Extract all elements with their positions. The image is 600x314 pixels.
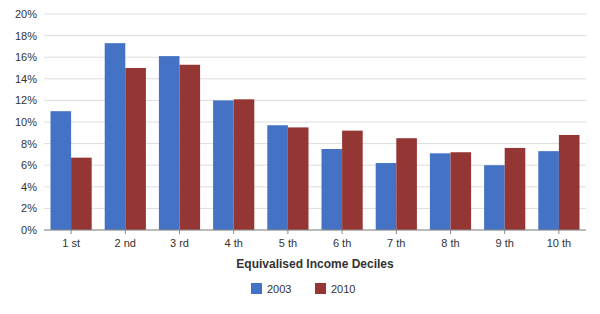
y-tick-label: 0% xyxy=(21,224,37,236)
bars xyxy=(51,43,580,230)
y-tick-label: 8% xyxy=(21,138,37,150)
y-tick-label: 12% xyxy=(15,94,37,106)
bar xyxy=(105,43,126,230)
x-tick xyxy=(342,230,343,234)
y-tick-label: 18% xyxy=(15,30,37,42)
legend-swatch xyxy=(251,283,262,294)
y-tick-label: 4% xyxy=(21,181,37,193)
x-tick-label: 5 th xyxy=(279,237,297,249)
legend-label: 2003 xyxy=(267,283,291,295)
x-tick-label: 10 th xyxy=(547,237,571,249)
x-tick xyxy=(396,230,397,234)
y-axis: 0% 2% 4% 6% 8% 10% 12% 14% 16% 18% 20% xyxy=(15,8,37,236)
bar xyxy=(159,56,180,230)
x-tick-label: 4 th xyxy=(225,237,243,249)
y-tick-label: 16% xyxy=(15,51,37,63)
bar xyxy=(322,149,343,230)
legend-swatch xyxy=(315,283,326,294)
y-tick-label: 6% xyxy=(21,159,37,171)
legend-label: 2010 xyxy=(331,283,355,295)
bar xyxy=(484,165,505,230)
y-tick-label: 10% xyxy=(15,116,37,128)
x-tick-label: 1 st xyxy=(62,237,80,249)
chart-container: 0% 2% 4% 6% 8% 10% 12% 14% 16% 18% 20% 1 st 2 nd 3 rd… xyxy=(0,0,600,314)
y-grid xyxy=(44,14,586,230)
x-axis: 1 st 2 nd 3 rd 4 th 5 th 6 th 7 th 8 th 9 th 10 t… xyxy=(44,230,586,249)
grid-line xyxy=(44,35,586,36)
bar xyxy=(288,127,309,230)
x-tick xyxy=(179,230,180,234)
bar xyxy=(213,100,234,230)
x-tick xyxy=(125,230,126,234)
bar xyxy=(430,153,451,230)
x-tick-label: 6 th xyxy=(333,237,351,249)
x-tick-label: 7 th xyxy=(387,237,405,249)
x-tick xyxy=(287,230,288,234)
x-tick xyxy=(450,230,451,234)
x-tick-label: 9 th xyxy=(496,237,514,249)
grid-line xyxy=(44,14,586,15)
bar-series xyxy=(51,43,559,230)
bar xyxy=(342,131,363,230)
y-tick-label: 14% xyxy=(15,73,37,85)
chart-svg: 0% 2% 4% 6% 8% 10% 12% 14% 16% 18% 20% 1 st 2 nd 3 rd… xyxy=(0,0,600,314)
y-tick-label: 2% xyxy=(21,202,37,214)
bar xyxy=(376,163,397,230)
bar xyxy=(538,151,559,230)
bar xyxy=(267,125,288,230)
bar xyxy=(559,135,580,230)
bar-series xyxy=(71,65,579,230)
bar xyxy=(451,152,472,230)
bar xyxy=(180,65,201,230)
x-axis-label: Equivalised Income Deciles xyxy=(236,257,394,271)
x-tick-label: 2 nd xyxy=(115,237,136,249)
x-tick xyxy=(233,230,234,234)
bar xyxy=(396,138,417,230)
bar xyxy=(51,111,72,230)
x-tick-label: 3 rd xyxy=(170,237,189,249)
x-tick xyxy=(558,230,559,234)
bar xyxy=(71,158,92,230)
y-tick-label: 20% xyxy=(15,8,37,20)
bar xyxy=(505,148,526,230)
x-tick xyxy=(71,230,72,234)
bar xyxy=(234,99,255,230)
x-tick xyxy=(504,230,505,234)
bar xyxy=(125,68,146,230)
x-tick-label: 8 th xyxy=(441,237,459,249)
legend: 2003 2010 xyxy=(251,283,355,295)
